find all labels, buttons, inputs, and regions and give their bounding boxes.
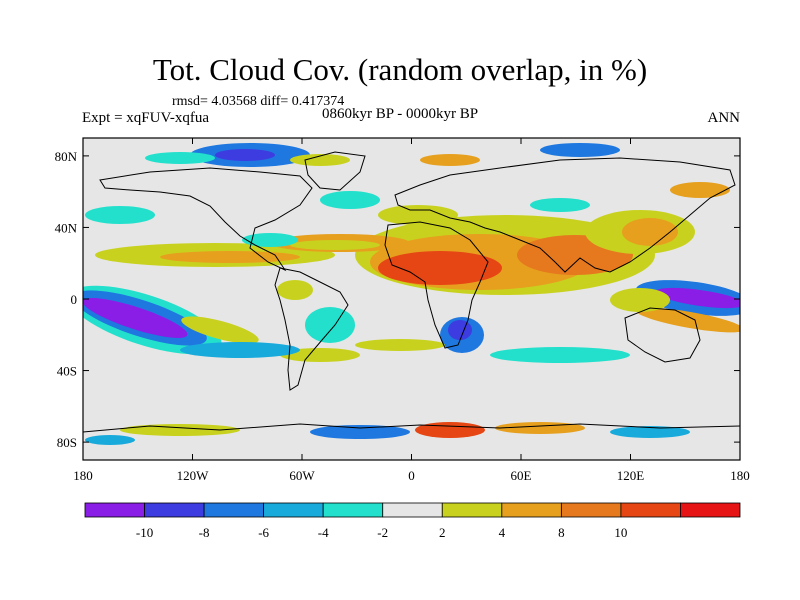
colorbar-swatch	[680, 502, 741, 518]
antarctica-coast	[83, 423, 740, 433]
lat-label: 0	[71, 292, 78, 307]
africa-coast	[384, 221, 489, 349]
lon-label: 0	[408, 468, 415, 483]
lon-label: 180	[73, 468, 93, 483]
coastlines	[83, 151, 740, 433]
lon-label: 60E	[511, 468, 532, 483]
colorbar-label: 2	[439, 525, 446, 540]
colorbar-swatch	[441, 502, 503, 518]
colorbar-label: -4	[318, 525, 329, 540]
colorbar-swatch	[84, 502, 145, 518]
greenland-coast	[304, 151, 366, 191]
lat-label: 40S	[57, 364, 77, 379]
lat-label: 80S	[57, 435, 77, 450]
colorbar-swatch	[382, 502, 443, 518]
map-panel	[83, 138, 740, 460]
colorbar-label: 10	[614, 525, 627, 540]
colorbar-label: 4	[499, 525, 506, 540]
colorbar-label: 8	[558, 525, 565, 540]
lon-axis: 180 120W 60W 0 60E 120E 180	[73, 138, 750, 483]
lon-label: 120W	[177, 468, 210, 483]
stats-label: rmsd= 4.03568 diff= 0.417374	[172, 94, 345, 109]
colorbar-label: -6	[258, 525, 269, 540]
colorbar-labels: -10 -8 -6 -4 -2 2 4 8 10	[136, 525, 628, 540]
eurasia-coast	[394, 157, 736, 273]
colorbar-swatch	[322, 502, 384, 518]
colorbar-swatch	[501, 502, 562, 518]
colorbar-swatch	[560, 502, 622, 518]
colorbar	[84, 502, 741, 518]
lon-label: 60W	[289, 468, 315, 483]
south-america-coast	[274, 267, 349, 391]
lat-label: 80N	[55, 149, 78, 164]
north-america-coast	[99, 167, 313, 272]
lat-label: 40N	[55, 220, 78, 235]
colorbar-swatch	[203, 502, 265, 518]
lon-label: 180	[730, 468, 750, 483]
colorbar-label: -8	[199, 525, 210, 540]
australia-coast	[624, 307, 701, 363]
period-label: 0860kyr BP - 0000kyr BP	[322, 106, 479, 122]
colorbar-label: -10	[136, 525, 153, 540]
season-label: ANN	[707, 110, 741, 126]
colorbar-label: -2	[377, 525, 388, 540]
colorbar-swatch	[263, 502, 324, 518]
lon-label: 120E	[617, 468, 645, 483]
colorbar-swatch	[620, 502, 681, 518]
anomaly-fields	[83, 143, 740, 445]
colorbar-swatch	[144, 502, 205, 518]
experiment-label: Expt = xqFUV-xqfua	[82, 110, 210, 126]
map-title: Tot. Cloud Cov. (random overlap, in %)	[152, 52, 648, 87]
lat-axis: 80N 40N 0 40S 80S	[55, 149, 740, 450]
